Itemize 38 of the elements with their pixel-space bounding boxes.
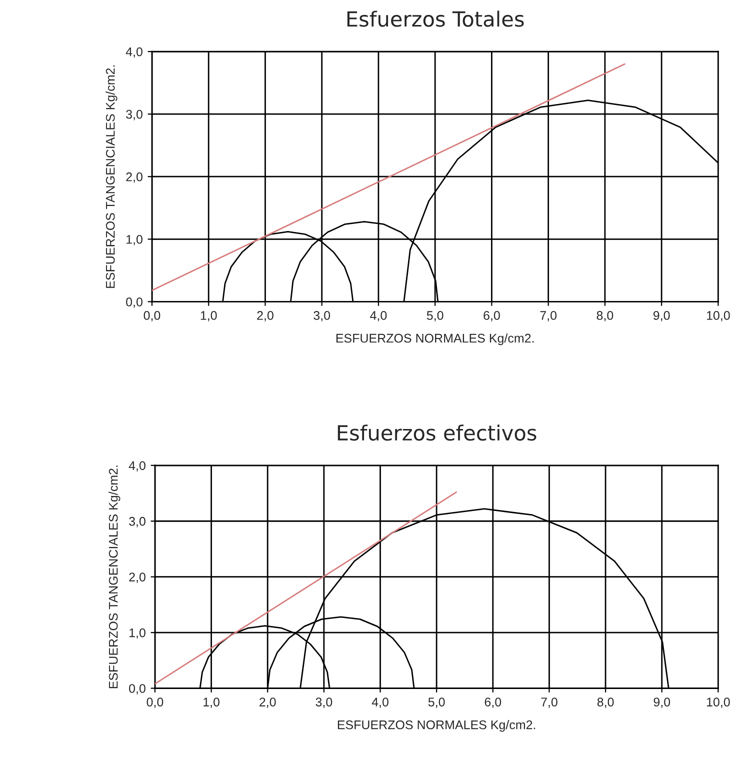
y-tick-label: 3,0 xyxy=(126,110,142,120)
x-tick-label: 5,0 xyxy=(426,311,444,322)
x-tick-label: 9,0 xyxy=(654,698,670,708)
x-tick-label: 10,0 xyxy=(706,311,730,322)
y-tick-label: 1,0 xyxy=(126,234,142,246)
x-tick-label: 5,0 xyxy=(428,698,445,708)
x-axis-title: ESFUERZOS NORMALES Kg/cm2. xyxy=(336,333,534,346)
x-tick-label: 1,0 xyxy=(200,311,217,322)
x-tick-label: 9,0 xyxy=(653,311,670,322)
y-tick-label: 3,0 xyxy=(129,516,146,528)
x-tick-label: 3,0 xyxy=(316,698,332,708)
y-tick-label: 1,0 xyxy=(130,628,146,639)
x-tick-label: 8,0 xyxy=(597,698,614,708)
chart-title: Esfuerzos Totales xyxy=(347,10,524,27)
x-tick-label: 7,0 xyxy=(541,698,558,708)
y-axis-title: ESFUERZOS TANGENCIALES Kg/cm2. xyxy=(108,466,120,688)
x-tick-label: 7,0 xyxy=(540,311,557,322)
x-tick-label: 1,0 xyxy=(204,698,220,708)
y-tick-label: 4,0 xyxy=(126,47,142,58)
y-tick-label: 2,0 xyxy=(126,172,142,183)
x-tick-label: 6,0 xyxy=(484,311,500,322)
y-tick-label: 0,0 xyxy=(126,297,142,308)
x-axis-title: ESFUERZOS NORMALES Kg/cm2. xyxy=(338,720,536,732)
x-tick-label: 3,0 xyxy=(314,311,330,322)
x-tick-label: 8,0 xyxy=(596,311,614,322)
y-tick-label: 0,0 xyxy=(129,684,146,694)
y-tick-label: 2,0 xyxy=(129,572,146,583)
chart-title: Esfuerzos efectivos xyxy=(338,424,536,441)
x-tick-label: 4,0 xyxy=(372,698,388,708)
x-tick-label: 0,0 xyxy=(146,698,164,708)
x-tick-label: 4,0 xyxy=(370,311,387,322)
x-tick-label: 2,0 xyxy=(260,698,276,708)
x-tick-label: 10,0 xyxy=(706,698,730,708)
y-tick-label: 4,0 xyxy=(128,461,146,472)
x-tick-label: 6,0 xyxy=(484,698,502,708)
y-axis-title: ESFUERZOS TANGENCIALES Kg/cm2. xyxy=(106,65,118,288)
x-tick-label: 2,0 xyxy=(257,311,274,322)
x-tick-label: 0,0 xyxy=(144,311,160,322)
